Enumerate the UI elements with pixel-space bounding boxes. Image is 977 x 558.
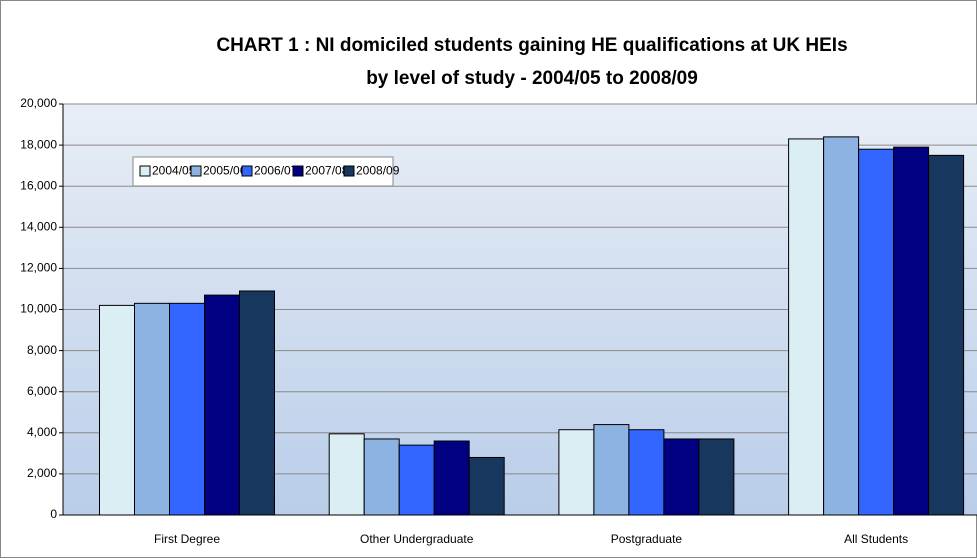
- legend-label: 2005/06: [203, 164, 247, 178]
- bar: [698, 438, 735, 516]
- y-tick-label: 14,000: [20, 219, 57, 233]
- bar: [239, 290, 275, 516]
- bar: [134, 302, 170, 516]
- bar: [433, 440, 470, 516]
- y-tick-label: 2,000: [27, 466, 57, 480]
- legend-swatch: [343, 165, 355, 177]
- bar: [928, 154, 965, 516]
- bar: [169, 302, 205, 516]
- legend-label: 2004/05: [152, 164, 196, 178]
- bar: [628, 429, 665, 516]
- y-tick-label: 10,000: [20, 302, 57, 316]
- y-tick-label: 18,000: [20, 137, 57, 151]
- bar: [204, 294, 240, 516]
- bar: [99, 304, 135, 516]
- bar: [823, 136, 860, 516]
- x-tick-label: Postgraduate: [611, 532, 683, 546]
- legend-swatch: [292, 165, 304, 177]
- y-tick-label: 0: [50, 507, 57, 521]
- y-tick-label: 6,000: [27, 384, 57, 398]
- y-tick-label: 20,000: [20, 96, 57, 110]
- bar: [468, 456, 505, 516]
- x-tick-label: First Degree: [154, 532, 220, 546]
- bar: [858, 148, 895, 516]
- bar: [663, 438, 700, 516]
- x-tick-label: Other Undergraduate: [360, 532, 474, 546]
- bar: [788, 138, 825, 516]
- legend-swatch: [241, 165, 253, 177]
- y-tick-label: 12,000: [20, 261, 57, 275]
- bar: [363, 438, 400, 516]
- legend-label: 2008/09: [356, 164, 400, 178]
- legend-label: 2007/08: [305, 164, 349, 178]
- bar: [893, 146, 930, 516]
- bar: [558, 429, 595, 516]
- y-tick-label: 16,000: [20, 178, 57, 192]
- legend-swatch: [139, 165, 151, 177]
- bar: [398, 444, 435, 516]
- y-tick-label: 8,000: [27, 343, 57, 357]
- bar: [328, 433, 365, 516]
- y-tick-label: 4,000: [27, 425, 57, 439]
- legend-label: 2006/07: [254, 164, 298, 178]
- legend-swatch: [190, 165, 202, 177]
- bar: [593, 424, 630, 516]
- chart-subtitle: by level of study - 2004/05 to 2008/09: [366, 68, 698, 89]
- chart-title: CHART 1 : NI domiciled students gaining …: [216, 35, 847, 56]
- x-tick-label: All Students: [844, 532, 908, 546]
